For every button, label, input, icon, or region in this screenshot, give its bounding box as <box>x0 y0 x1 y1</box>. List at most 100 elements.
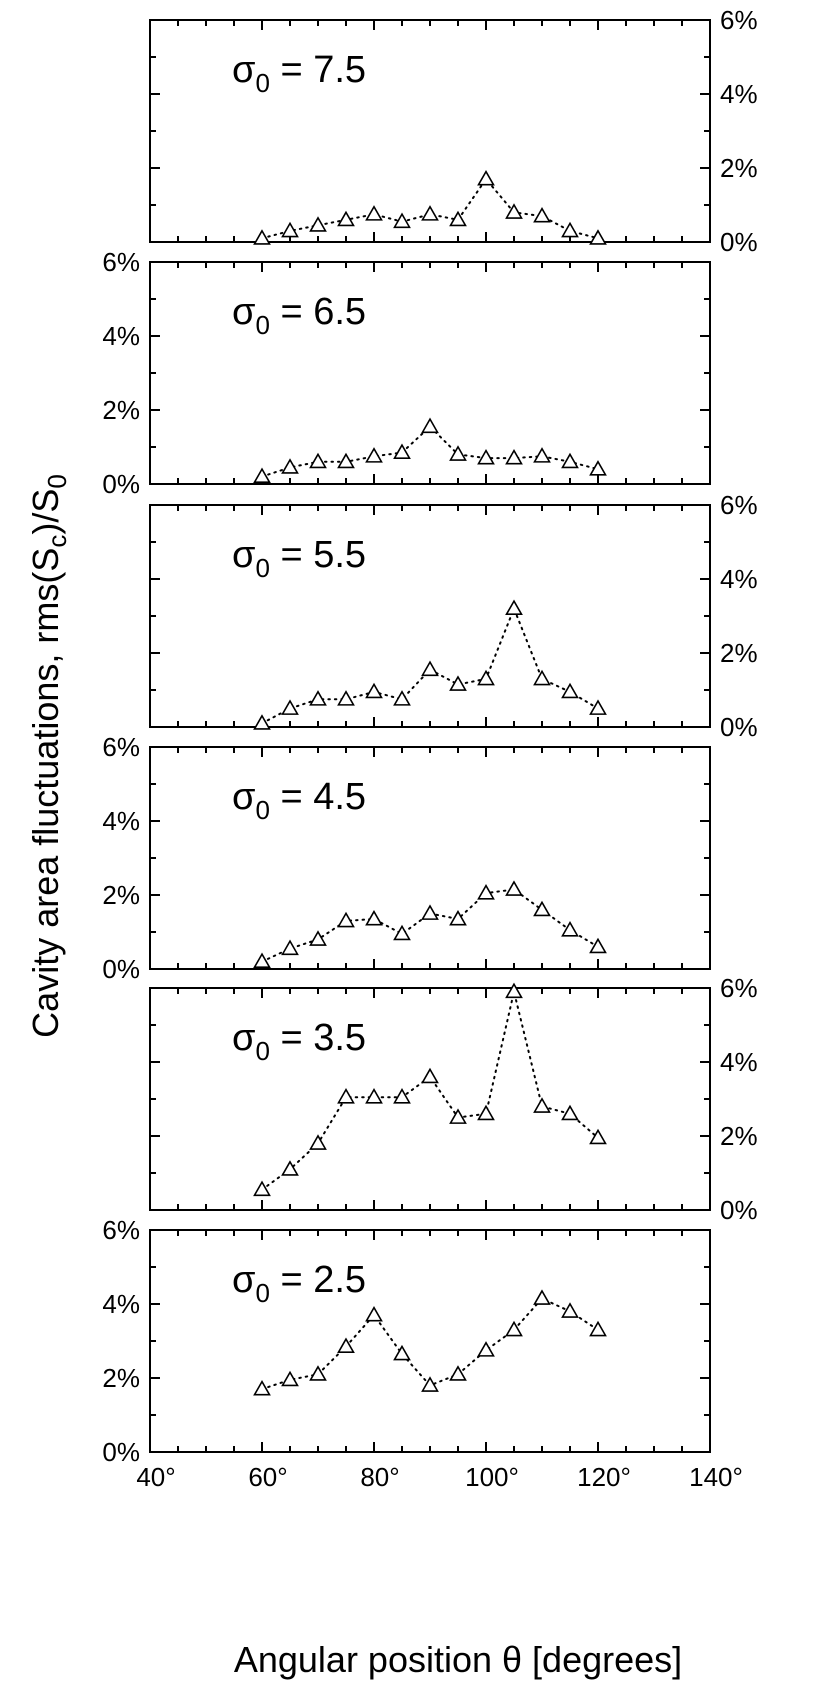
y-tick-label: 4% <box>720 564 758 594</box>
data-point <box>393 443 411 459</box>
y-tick-label: 0% <box>102 954 140 984</box>
data-point <box>533 206 551 223</box>
data-point <box>309 1365 327 1381</box>
data-point <box>589 1320 607 1337</box>
data-point <box>365 205 383 221</box>
data-point <box>253 714 271 730</box>
data-point <box>281 939 299 956</box>
data-point <box>533 1097 551 1113</box>
x-tick-label: 120° <box>577 1462 631 1492</box>
y-tick-label: 4% <box>102 321 140 351</box>
data-point <box>449 675 467 691</box>
data-point <box>253 1180 271 1197</box>
y-tick-label: 2% <box>720 153 758 183</box>
y-tick-label: 4% <box>102 1289 140 1319</box>
data-point <box>421 1067 439 1084</box>
data-point <box>281 221 299 238</box>
y-tick-label: 0% <box>720 712 758 742</box>
data-point <box>561 1104 579 1121</box>
data-point <box>589 1128 607 1145</box>
data-point <box>337 690 355 706</box>
data-point <box>281 458 299 474</box>
panel-label: σ0 = 4.5 <box>232 776 366 825</box>
x-tick-label: 60° <box>248 1462 287 1492</box>
x-tick-label: 40° <box>136 1462 175 1492</box>
data-point <box>505 982 523 999</box>
data-point <box>393 1344 411 1361</box>
panel-label: σ0 = 7.5 <box>232 49 366 98</box>
y-tick-label: 0% <box>102 469 140 499</box>
data-point <box>449 445 467 461</box>
x-tick-label: 140° <box>689 1462 743 1492</box>
data-point <box>505 599 523 616</box>
panel-3: 0% 2% 4% 6% σ0 = 5.5 <box>149 490 758 742</box>
data-point <box>589 937 607 954</box>
data-point <box>449 1108 467 1124</box>
data-point <box>589 229 607 245</box>
data-point <box>589 460 607 476</box>
data-point <box>449 210 467 227</box>
data-point <box>561 682 579 699</box>
data-point <box>533 1289 551 1305</box>
data-point <box>253 467 271 484</box>
data-point <box>281 699 299 715</box>
series-line <box>261 425 599 478</box>
y-tick-label: 6% <box>720 490 758 520</box>
panel-label: σ0 = 5.5 <box>232 534 366 583</box>
y-tick-label: 0% <box>720 227 758 257</box>
data-point <box>561 221 579 238</box>
data-point <box>421 1376 439 1392</box>
data-point <box>505 448 523 465</box>
y-tick-label: 6% <box>720 5 758 35</box>
y-tick-label: 2% <box>102 395 140 425</box>
data-point <box>253 229 271 245</box>
data-point <box>309 452 327 469</box>
data-point <box>477 169 495 186</box>
panel-6: 0% 2% 4% 6% 40° 60° 80° 100° 120° 140° σ0 = 2.5 <box>102 1215 742 1492</box>
data-point <box>477 884 495 900</box>
data-point <box>309 1134 327 1150</box>
data-point <box>449 909 467 926</box>
y-tick-label: 6% <box>720 973 758 1003</box>
data-point <box>421 660 439 677</box>
data-point <box>589 699 607 715</box>
y-tick-label: 2% <box>720 638 758 668</box>
y-tick-label: 2% <box>720 1121 758 1151</box>
data-point <box>309 930 327 946</box>
data-point <box>477 669 495 686</box>
data-point <box>393 212 411 229</box>
y-tick-label: 2% <box>102 880 140 910</box>
data-point <box>365 682 383 699</box>
y-tick-label: 6% <box>102 1215 140 1245</box>
data-point <box>477 448 495 465</box>
data-point <box>561 452 579 469</box>
data-point <box>533 447 551 463</box>
y-tick-label: 4% <box>720 1047 758 1077</box>
data-point <box>337 911 355 928</box>
data-point <box>365 1088 383 1104</box>
panel-label: σ0 = 6.5 <box>232 291 366 340</box>
data-point <box>309 216 327 232</box>
data-point <box>533 669 551 686</box>
x-axis-title: Angular position θ [degrees] <box>234 1639 682 1680</box>
data-point <box>253 952 271 969</box>
y-tick-label: 2% <box>102 1363 140 1393</box>
data-point <box>337 1337 355 1353</box>
panel-label: σ0 = 3.5 <box>232 1017 366 1066</box>
panel-1: 0% 2% 4% 6% σ0 = 7.5 <box>149 5 758 257</box>
y-tick-label: 6% <box>102 732 140 762</box>
y-tick-label: 0% <box>102 1437 140 1467</box>
data-point <box>477 1341 495 1357</box>
data-point <box>393 1088 411 1104</box>
data-point <box>393 924 411 941</box>
data-point <box>337 210 355 227</box>
x-tick-label: 100° <box>465 1462 519 1492</box>
data-point <box>505 880 523 896</box>
data-point <box>505 1320 523 1337</box>
y-tick-label: 0% <box>720 1195 758 1225</box>
data-point <box>281 1160 299 1176</box>
x-tick-label: 80° <box>360 1462 399 1492</box>
data-point <box>365 447 383 463</box>
data-point <box>393 690 411 706</box>
